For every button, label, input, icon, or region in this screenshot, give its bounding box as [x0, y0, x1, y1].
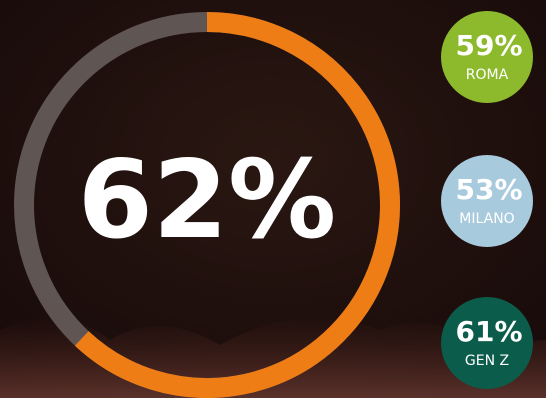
stat-label: ROMA	[466, 67, 509, 83]
stat-circle	[441, 297, 533, 389]
side-circles: 59% ROMA 53% MILANO 61% GEN Z	[441, 11, 533, 389]
donut	[14, 12, 400, 398]
stat-label: GEN Z	[465, 353, 509, 369]
stat-value: 61%	[455, 315, 522, 348]
stat-label: MILANO	[459, 211, 514, 227]
donut-value-label: 62%	[78, 138, 337, 263]
donut-arc	[74, 12, 400, 398]
stat-circle	[441, 11, 533, 103]
stat-circle	[441, 155, 533, 247]
stat-value: 53%	[455, 173, 522, 206]
stat-value: 59%	[455, 29, 522, 62]
